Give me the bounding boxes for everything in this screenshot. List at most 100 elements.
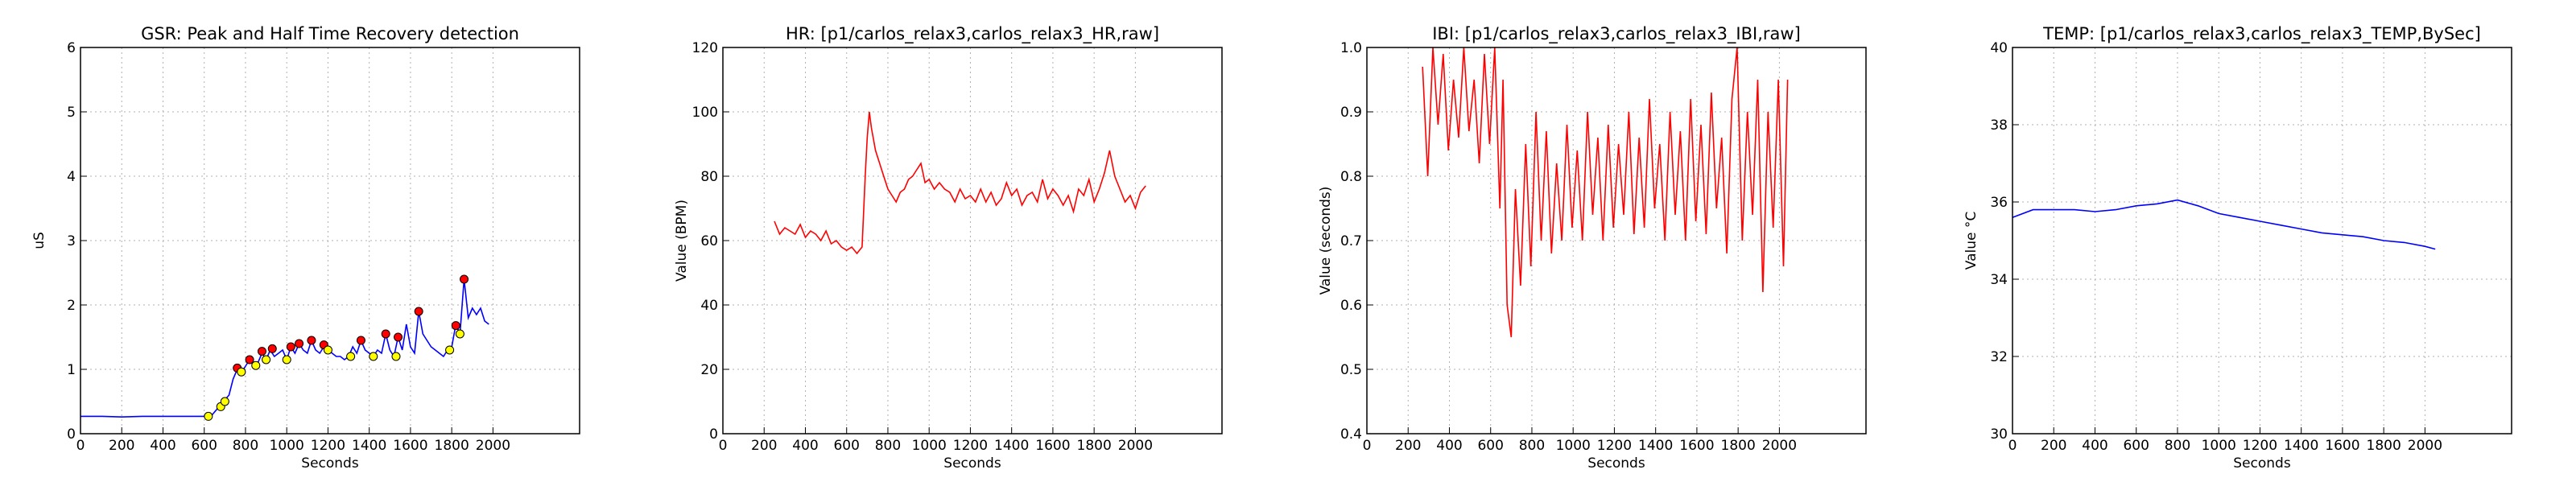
x-tick-label: 800 — [875, 438, 901, 454]
x-tick-label: 1800 — [2367, 438, 2401, 454]
x-tick-label: 1600 — [2325, 438, 2359, 454]
y-tick-label: 3 — [67, 233, 76, 249]
x-tick-label: 1800 — [1721, 438, 1756, 454]
x-tick-label: 1000 — [270, 438, 304, 454]
y-tick-label: 34 — [1990, 272, 2008, 288]
chart-title: IBI: [p1/carlos_relax3,carlos_relax3_IBI… — [1432, 24, 1801, 44]
data-point — [414, 307, 423, 316]
y-tick-label: 4 — [67, 169, 76, 185]
plot-frame — [722, 47, 1223, 435]
plot-frame — [2012, 47, 2512, 435]
plot-frame — [1366, 47, 1867, 435]
y-axis-label: Value °C — [1963, 212, 1979, 270]
data-point — [307, 336, 316, 345]
chart: TEMP: [p1/carlos_relax3,carlos_relax3_TE… — [1963, 24, 2512, 472]
x-tick-label: 1400 — [352, 438, 386, 454]
data-point — [267, 344, 277, 353]
x-axis-label: Seconds — [943, 455, 1001, 472]
x-tick-label: 400 — [1436, 438, 1462, 454]
x-tick-label: 600 — [2123, 438, 2149, 454]
data-point — [369, 352, 378, 361]
data-point — [286, 342, 295, 352]
data-point — [394, 332, 403, 342]
chart: GSR: Peak and Half Time Recovery detecti… — [31, 24, 580, 472]
x-tick-label: 200 — [751, 438, 777, 454]
x-tick-label: 0 — [2008, 438, 2017, 454]
x-axis-label: Seconds — [1587, 455, 1645, 472]
y-tick-label: 2 — [67, 298, 76, 314]
y-tick-label: 38 — [1990, 117, 2008, 134]
chart: IBI: [p1/carlos_relax3,carlos_relax3_IBI… — [1318, 24, 1867, 472]
x-tick-label: 800 — [2165, 438, 2190, 454]
y-tick-label: 0.9 — [1340, 105, 1362, 121]
y-tick-label: 0.8 — [1340, 169, 1362, 185]
y-tick-label: 80 — [700, 169, 718, 185]
x-tick-label: 1800 — [435, 438, 469, 454]
y-axis-label: Value (seconds) — [1318, 187, 1334, 295]
chart-title: GSR: Peak and Half Time Recovery detecti… — [141, 24, 519, 43]
data-point — [282, 355, 291, 364]
data-point — [323, 345, 332, 355]
y-tick-label: 40 — [1990, 40, 2008, 56]
x-tick-label: 2000 — [2408, 438, 2442, 454]
x-tick-label: 1200 — [2243, 438, 2277, 454]
data-line — [774, 111, 1146, 255]
data-point — [451, 321, 460, 331]
y-axis-label: Value (BPM) — [674, 200, 690, 282]
y-axis-label: uS — [31, 232, 47, 249]
x-tick-label: 1000 — [912, 438, 947, 454]
x-axis-label: Seconds — [2233, 455, 2291, 472]
data-line — [2012, 199, 2436, 250]
x-tick-label: 2000 — [1118, 438, 1153, 454]
y-tick-label: 0.6 — [1340, 298, 1362, 314]
x-axis-label: Seconds — [301, 455, 359, 472]
plot-frame — [80, 47, 580, 435]
data-point — [237, 367, 246, 377]
y-tick-label: 120 — [692, 40, 718, 56]
y-tick-label: 30 — [1990, 426, 2008, 443]
x-tick-label: 1800 — [1077, 438, 1112, 454]
x-tick-label: 1400 — [2284, 438, 2318, 454]
data-point — [381, 329, 390, 339]
data-point — [295, 339, 304, 348]
x-tick-label: 1600 — [1035, 438, 1070, 454]
data-point — [262, 355, 271, 364]
x-tick-label: 1200 — [311, 438, 345, 454]
chart-title: HR: [p1/carlos_relax3,carlos_relax3_HR,r… — [786, 24, 1159, 44]
y-tick-label: 20 — [700, 362, 718, 378]
x-tick-label: 0 — [719, 438, 728, 454]
y-tick-label: 0.4 — [1340, 426, 1362, 443]
x-tick-label: 1000 — [2202, 438, 2236, 454]
x-tick-label: 1000 — [1556, 438, 1591, 454]
y-tick-label: 100 — [692, 105, 718, 121]
data-point — [251, 360, 261, 370]
y-tick-label: 5 — [67, 105, 76, 121]
y-tick-label: 32 — [1990, 349, 2008, 365]
y-tick-label: 0.5 — [1340, 362, 1362, 378]
x-tick-label: 800 — [233, 438, 258, 454]
data-line — [1422, 47, 1789, 338]
x-tick-label: 400 — [792, 438, 818, 454]
x-tick-label: 600 — [833, 438, 859, 454]
chart: HR: [p1/carlos_relax3,carlos_relax3_HR,r… — [674, 24, 1223, 472]
x-tick-label: 1200 — [953, 438, 988, 454]
x-tick-label: 200 — [2041, 438, 2066, 454]
x-tick-label: 1600 — [393, 438, 427, 454]
y-tick-label: 1.0 — [1340, 40, 1362, 56]
data-point — [391, 352, 401, 361]
x-tick-label: 400 — [2082, 438, 2107, 454]
x-tick-label: 1200 — [1597, 438, 1632, 454]
x-tick-label: 1400 — [1638, 438, 1673, 454]
y-tick-label: 1 — [67, 362, 76, 378]
chart-title: TEMP: [p1/carlos_relax3,carlos_relax3_TE… — [2042, 24, 2481, 44]
data-point — [257, 347, 266, 356]
x-tick-label: 0 — [1363, 438, 1372, 454]
data-point — [460, 274, 469, 284]
y-tick-label: 60 — [700, 233, 718, 249]
data-point — [346, 352, 356, 361]
y-tick-label: 6 — [67, 40, 76, 56]
y-tick-label: 40 — [700, 298, 718, 314]
data-point — [445, 345, 455, 355]
x-tick-label: 800 — [1519, 438, 1545, 454]
